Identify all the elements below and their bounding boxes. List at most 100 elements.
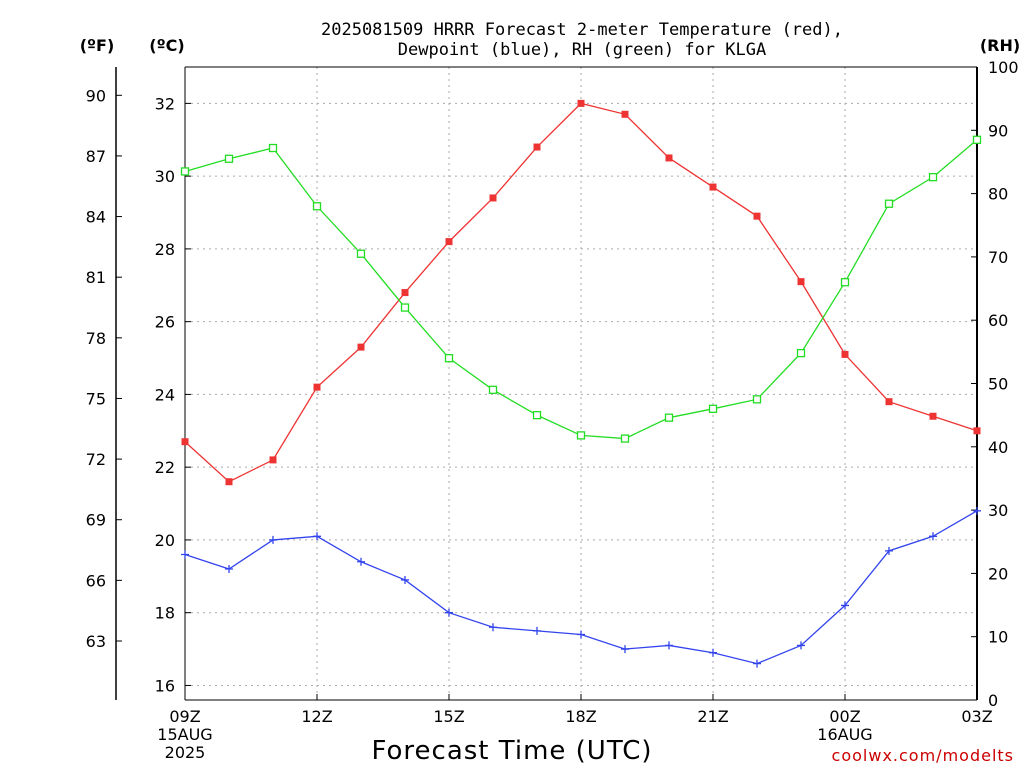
rh-point <box>928 172 938 182</box>
x-tick-label: 15Z <box>433 707 464 726</box>
temperature-point <box>709 183 717 191</box>
temperature-point <box>181 438 189 446</box>
fahrenheit-tick-label: 66 <box>86 571 106 590</box>
celsius-tick-label: 20 <box>155 531 175 550</box>
x-tick-label: 21Z <box>697 707 728 726</box>
dewpoint-point <box>401 575 409 584</box>
dewpoint-point <box>577 630 585 639</box>
x-axis-label: Forecast Time (UTC) <box>371 736 652 766</box>
dewpoint-point <box>181 550 189 559</box>
rh-point <box>356 249 366 258</box>
axis-ticks: 63 66 69 72 75 78 81 84 87 90 16 18 20 22 24 26 28 30 32 0 1… <box>86 58 1019 762</box>
dewpoint-point <box>225 565 233 574</box>
rh-point <box>312 202 322 211</box>
temperature-point <box>445 238 453 246</box>
fahrenheit-tick-label: 78 <box>86 329 106 348</box>
fahrenheit-tick-label: 72 <box>86 450 106 469</box>
temperature-point <box>269 456 277 464</box>
celsius-tick-label: 16 <box>155 676 175 695</box>
dewpoint-point <box>357 557 365 566</box>
rh-axis-unit: (RH) <box>980 36 1020 55</box>
celsius-tick-label: 26 <box>155 313 175 332</box>
grid-lines <box>185 67 977 700</box>
temperature-point <box>621 110 629 118</box>
temperature-point <box>797 278 805 286</box>
fahrenheit-tick-label: 87 <box>86 147 106 166</box>
celsius-tick-label: 22 <box>155 458 175 477</box>
rh-point <box>884 199 894 208</box>
rh-point <box>840 278 850 287</box>
temperature-point <box>533 143 541 151</box>
x-tick-label: 16AUG <box>817 725 872 744</box>
rh-point <box>488 385 498 394</box>
celsius-axis-unit: (ºC) <box>149 36 184 55</box>
rh-point <box>224 154 234 163</box>
rh-point <box>268 143 278 153</box>
dewpoint-point <box>445 608 453 617</box>
watermark: coolwx.com/modelts <box>832 746 1014 765</box>
temperature-point <box>665 154 673 162</box>
temperature-point <box>313 383 321 391</box>
rh-point <box>796 348 806 358</box>
dewpoint-point <box>533 626 541 635</box>
temperature-point <box>225 478 233 486</box>
dewpoint-point <box>269 535 277 544</box>
dewpoint-point <box>313 532 321 541</box>
rh-tick-label: 40 <box>988 438 1008 457</box>
rh-point <box>180 167 190 176</box>
rh-point <box>576 431 586 440</box>
fahrenheit-tick-label: 84 <box>86 208 106 227</box>
rh-tick-label: 10 <box>988 628 1008 647</box>
dewpoint-point <box>753 659 761 668</box>
rh-tick-label: 60 <box>988 311 1008 330</box>
rh-point <box>620 434 630 443</box>
x-tick-label: 12Z <box>301 707 332 726</box>
dewpoint-point <box>797 641 805 650</box>
rh-point <box>708 404 718 413</box>
dewpoint-point <box>665 641 673 650</box>
dewpoint-point <box>885 546 893 555</box>
rh-tick-label: 30 <box>988 501 1008 520</box>
celsius-tick-label: 28 <box>155 240 175 259</box>
fahrenheit-tick-label: 90 <box>86 86 106 105</box>
fahrenheit-tick-label: 69 <box>86 511 106 530</box>
temperature-point <box>841 350 849 358</box>
rh-tick-label: 50 <box>988 375 1008 394</box>
rh-point <box>664 413 674 422</box>
x-tick-label: 00Z <box>829 707 860 726</box>
celsius-tick-label: 24 <box>155 385 175 404</box>
chart-title-line-1: 2025081509 HRRR Forecast 2-meter Tempera… <box>321 20 843 40</box>
celsius-tick-label: 30 <box>155 167 175 186</box>
rh-tick-label: 80 <box>988 185 1008 204</box>
x-tick-label: 09Z <box>169 707 200 726</box>
temperature-point <box>973 427 981 435</box>
temperature-point <box>577 99 585 107</box>
rh-tick-label: 90 <box>988 121 1008 140</box>
temperature-line <box>184 102 978 483</box>
dewpoint-point <box>973 506 981 515</box>
dewpoint-point <box>709 648 717 657</box>
chart-title-line-2: Dewpoint (blue), RH (green) for KLGA <box>398 40 766 60</box>
fahrenheit-tick-label: 75 <box>86 389 106 408</box>
chart-title: 2025081509 HRRR Forecast 2-meter Tempera… <box>321 20 843 60</box>
rh-point <box>400 303 410 312</box>
rh-tick-label: 0 <box>988 691 998 710</box>
rh-tick-label: 20 <box>988 564 1008 583</box>
temperature-point <box>401 289 409 297</box>
x-tick-label: 18Z <box>565 707 596 726</box>
temperature-point <box>929 412 937 420</box>
dewpoint-point <box>489 623 497 632</box>
rh-point <box>752 395 762 404</box>
dewpoint-point <box>621 645 629 654</box>
dewpoint-point <box>929 532 937 541</box>
rh-point <box>444 354 454 363</box>
rh-tick-label: 70 <box>988 248 1008 267</box>
x-tick-label: 03Z <box>961 707 992 726</box>
dewpoint-point <box>841 601 849 610</box>
temperature-point <box>885 398 893 406</box>
x-tick-label: 2025 <box>165 743 206 762</box>
temperature-point <box>489 194 497 202</box>
fahrenheit-axis-unit: (ºF) <box>80 36 115 55</box>
rh-point <box>972 135 982 144</box>
